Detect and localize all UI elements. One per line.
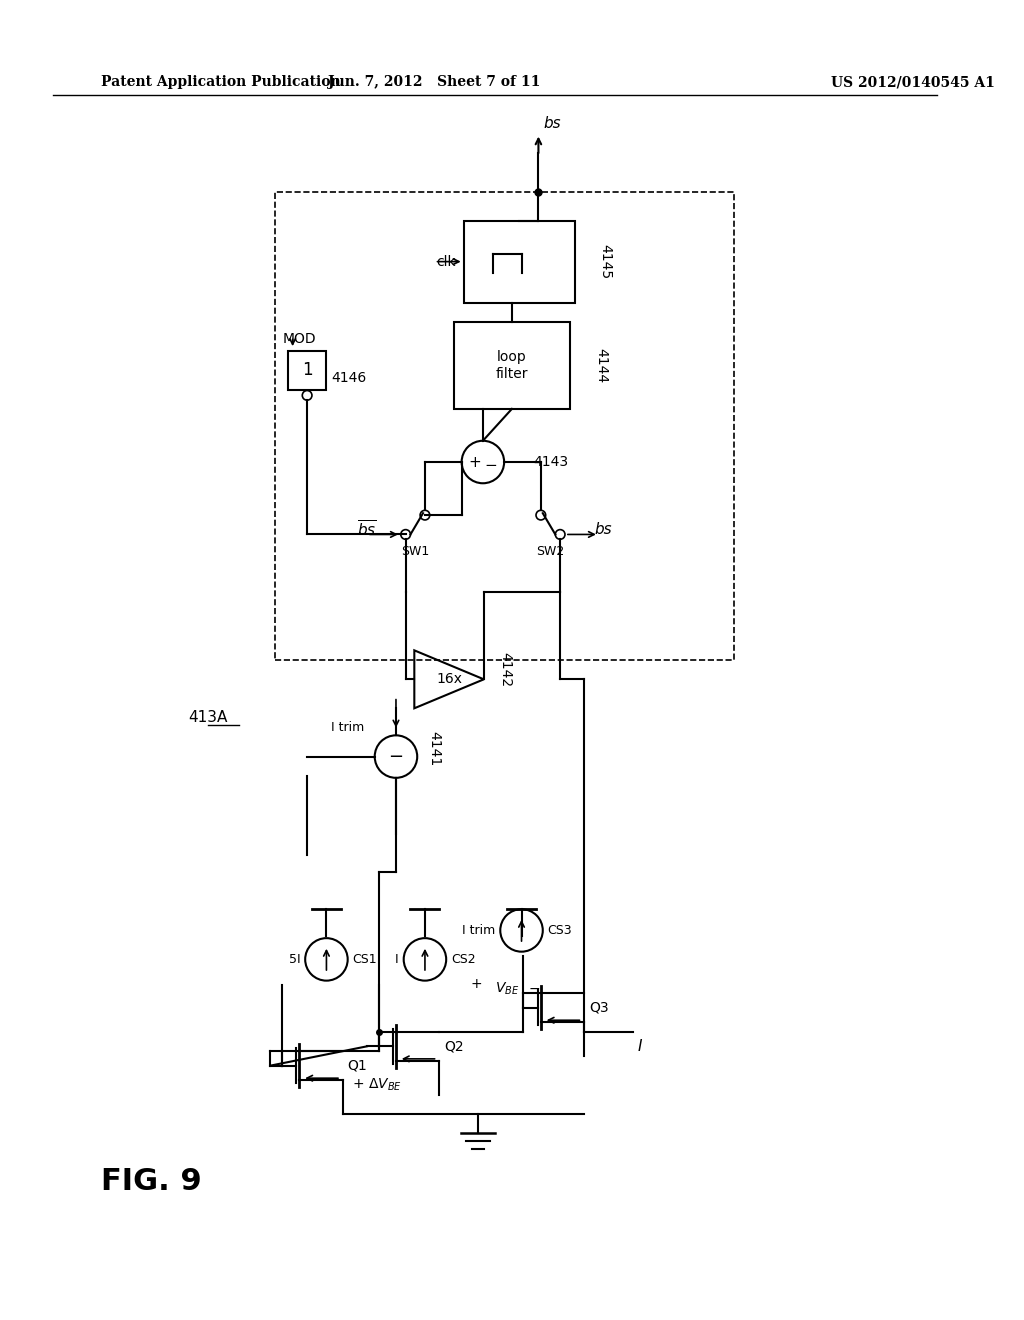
- Text: I: I: [395, 953, 399, 966]
- Text: 4145: 4145: [599, 244, 612, 279]
- Text: bs: bs: [544, 116, 561, 132]
- Text: Jun. 7, 2012   Sheet 7 of 11: Jun. 7, 2012 Sheet 7 of 11: [329, 75, 541, 90]
- Text: SW1: SW1: [401, 545, 429, 558]
- Text: MOD: MOD: [283, 333, 316, 346]
- Bar: [275, 191, 734, 660]
- Bar: [288, 351, 327, 389]
- Text: 4143: 4143: [534, 455, 568, 469]
- Text: CS2: CS2: [451, 953, 475, 966]
- Text: 4144: 4144: [594, 348, 608, 383]
- Text: Q1: Q1: [348, 1059, 368, 1073]
- Text: + $\Delta V_{BE}$: + $\Delta V_{BE}$: [352, 1077, 401, 1093]
- Text: loop
filter: loop filter: [496, 350, 528, 380]
- Text: 413A: 413A: [188, 710, 227, 726]
- Text: I: I: [637, 1039, 642, 1053]
- Text: CS1: CS1: [352, 953, 377, 966]
- Text: I trim: I trim: [462, 924, 496, 937]
- Text: −: −: [528, 981, 540, 995]
- Text: 4142: 4142: [499, 652, 512, 688]
- Text: bs: bs: [595, 523, 612, 537]
- Text: Patent Application Publication: Patent Application Publication: [101, 75, 341, 90]
- Text: US 2012/0140545 A1: US 2012/0140545 A1: [830, 75, 994, 90]
- Text: 16x: 16x: [436, 672, 462, 686]
- Bar: [454, 322, 569, 409]
- Text: +: +: [469, 454, 481, 470]
- Text: +: +: [470, 977, 482, 990]
- Text: 5I: 5I: [289, 953, 300, 966]
- Text: 4146: 4146: [332, 371, 367, 385]
- Text: $V_{BE}$: $V_{BE}$: [495, 981, 519, 997]
- Text: Q3: Q3: [589, 1001, 608, 1015]
- Text: CS3: CS3: [548, 924, 572, 937]
- Text: $\overline{bs}$: $\overline{bs}$: [357, 520, 377, 540]
- Text: 4141: 4141: [427, 731, 441, 767]
- Bar: [464, 220, 574, 302]
- Text: FIG. 9: FIG. 9: [101, 1167, 202, 1196]
- Text: 1: 1: [302, 362, 312, 379]
- Text: I trim: I trim: [331, 721, 365, 734]
- Text: clk: clk: [436, 255, 456, 268]
- Text: SW2: SW2: [537, 545, 564, 558]
- Text: −: −: [388, 747, 403, 766]
- Text: −: −: [484, 458, 497, 474]
- Text: Q2: Q2: [444, 1039, 464, 1053]
